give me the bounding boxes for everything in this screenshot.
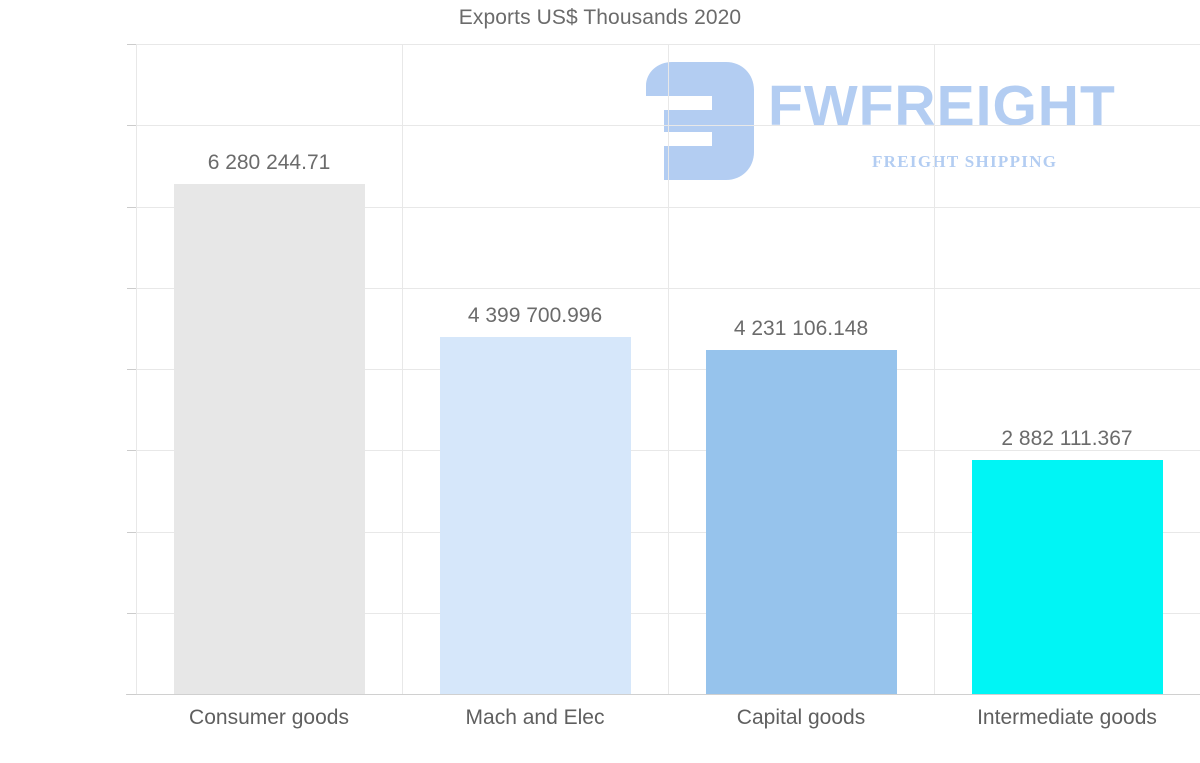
bar-1[interactable] <box>174 183 365 694</box>
bar-value-label: 6 280 244.71 <box>207 150 331 174</box>
bar-3[interactable] <box>706 350 897 694</box>
bar-2[interactable] <box>440 336 631 694</box>
bar-value-label: 4 231 106.148 <box>733 317 869 341</box>
y-axis-tick-mark <box>127 450 136 452</box>
plot-area <box>126 44 1200 695</box>
bar-value-label: 2 882 111.367 <box>1001 426 1133 450</box>
x-axis-tick-label: Mach and Elec <box>465 706 605 729</box>
gridline-vertical <box>668 44 669 694</box>
y-axis-tick-mark <box>127 44 136 45</box>
x-axis-tick-label: Consumer goods <box>189 706 349 729</box>
x-axis-tick-label: Capital goods <box>736 706 866 729</box>
y-axis-tick-mark <box>127 612 136 614</box>
gridline-vertical <box>136 44 137 694</box>
bar-value-label: 4 399 700.996 <box>467 303 603 327</box>
y-axis-tick-mark <box>127 694 136 695</box>
y-axis-tick-mark <box>127 287 136 289</box>
gridline-vertical <box>402 44 403 694</box>
y-axis-tick-mark <box>127 125 136 127</box>
y-axis-tick-mark <box>127 206 136 208</box>
x-axis-tick-label: Intermediate goods <box>977 706 1157 729</box>
gridline-vertical <box>934 44 935 694</box>
y-axis-tick-mark <box>127 531 136 533</box>
x-axis-line <box>126 694 1200 695</box>
chart-title: Exports US$ Thousands 2020 <box>458 6 742 29</box>
bar-4[interactable] <box>972 459 1163 694</box>
y-axis-tick-mark <box>127 369 136 370</box>
